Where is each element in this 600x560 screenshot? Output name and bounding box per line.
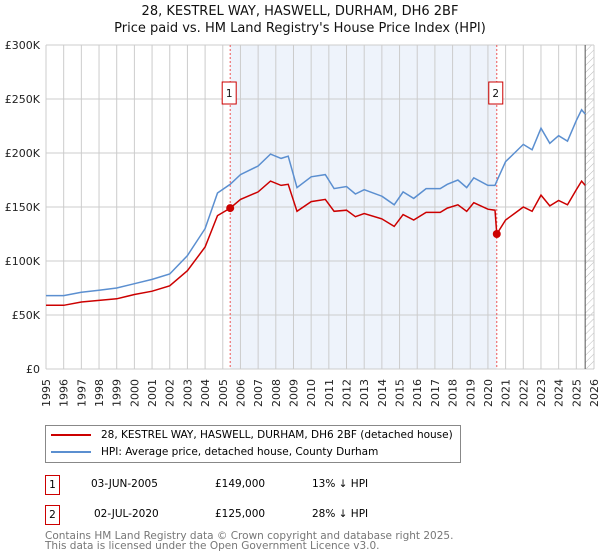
footer-licence: This data is licensed under the Open Gov… [45, 540, 380, 552]
x-tick-label: 2005 [217, 379, 230, 407]
x-tick-label: 2011 [323, 379, 336, 407]
x-tick-label: 2021 [500, 379, 513, 407]
legend-swatch [51, 434, 91, 436]
x-tick-label: 2003 [181, 379, 194, 407]
chart-subtitle: Price paid vs. HM Land Registry's House … [114, 21, 486, 36]
y-tick-label: £50K [12, 309, 41, 322]
x-tick-label: 2000 [128, 379, 141, 407]
x-tick-label: 2024 [553, 379, 566, 407]
x-tick-label: 2004 [199, 379, 212, 407]
x-tick-label: 1995 [40, 379, 53, 407]
y-tick-label: £300K [5, 39, 41, 52]
x-tick-label: 1997 [75, 379, 88, 407]
x-tick-label: 2001 [146, 379, 159, 407]
sale-marker-label: 1 [226, 88, 233, 100]
x-tick-label: 2014 [376, 379, 389, 407]
x-tick-label: 1998 [93, 379, 106, 407]
x-tick-label: 2002 [164, 379, 177, 407]
hpi-diff: 28% ↓ HPI [312, 508, 369, 520]
price-chart: 1995 1996 1997 1998 1999 2000 2001 2002 2003 2004… [5, 39, 600, 407]
marker-badge: 1 [45, 475, 60, 495]
transaction-row: 1 03-JUN-2005 £149,000 13% ↓ HPI [45, 475, 465, 495]
price: £125,000 [215, 508, 266, 520]
price: £149,000 [215, 478, 266, 490]
hpi-diff: 13% ↓ HPI [312, 478, 369, 490]
x-tick-label: 2018 [447, 379, 460, 407]
y-tick-label: £100K [5, 255, 41, 268]
price-line [46, 179, 586, 307]
legend-item-hpi: HPI: Average price, detached house, Coun… [51, 444, 378, 460]
footer-copyright: Contains HM Land Registry data © Crown c… [45, 530, 454, 542]
x-tick-label: 1996 [58, 379, 71, 407]
x-tick-label: 2025 [570, 379, 583, 407]
hpi-line [46, 108, 586, 297]
y-tick-label: £200K [5, 147, 41, 160]
sale-point [492, 230, 501, 238]
date: 02-JUL-2020 [94, 508, 159, 520]
marker-badge: 2 [45, 505, 60, 525]
x-tick-label: 2013 [358, 379, 371, 407]
x-tick-label: 2026 [588, 379, 600, 407]
chart-title: 28, KESTREL WAY, HASWELL, DURHAM, DH6 2B… [141, 4, 459, 19]
sale-marker-label: 2 [492, 88, 499, 100]
x-tick-label: 2022 [517, 379, 530, 407]
x-tick-label: 2012 [341, 379, 354, 407]
sale-marker-box [488, 81, 504, 105]
legend-swatch [51, 451, 91, 453]
x-tick-label: 2020 [482, 379, 495, 407]
x-tick-label: 2016 [411, 379, 424, 407]
x-tick-label: 2015 [394, 379, 407, 407]
sale-marker-box [221, 81, 237, 105]
date: 03-JUN-2005 [91, 478, 158, 490]
legend-label: 28, KESTREL WAY, HASWELL, DURHAM, DH6 2B… [101, 429, 453, 441]
x-tick-label: 2017 [429, 379, 442, 407]
x-tick-label: 2009 [287, 379, 300, 407]
transaction-row: 2 02-JUL-2020 £125,000 28% ↓ HPI [45, 505, 465, 525]
y-tick-label: £250K [5, 93, 41, 106]
y-tick-label: £150K [5, 201, 41, 214]
x-tick-label: 1999 [111, 379, 124, 407]
legend-label: HPI: Average price, detached house, Coun… [101, 446, 379, 458]
x-tick-label: 2007 [252, 379, 265, 407]
y-tick-label: £0 [26, 363, 40, 376]
legend: 28, KESTREL WAY, HASWELL, DURHAM, DH6 2B… [45, 425, 461, 463]
x-tick-label: 2019 [464, 379, 477, 407]
legend-item-price: 28, KESTREL WAY, HASWELL, DURHAM, DH6 2B… [51, 427, 453, 443]
x-tick-label: 2023 [535, 379, 548, 407]
sale-point [226, 204, 235, 213]
x-tick-label: 2006 [234, 379, 247, 407]
x-tick-label: 2010 [305, 379, 318, 407]
x-tick-label: 2008 [270, 379, 283, 407]
